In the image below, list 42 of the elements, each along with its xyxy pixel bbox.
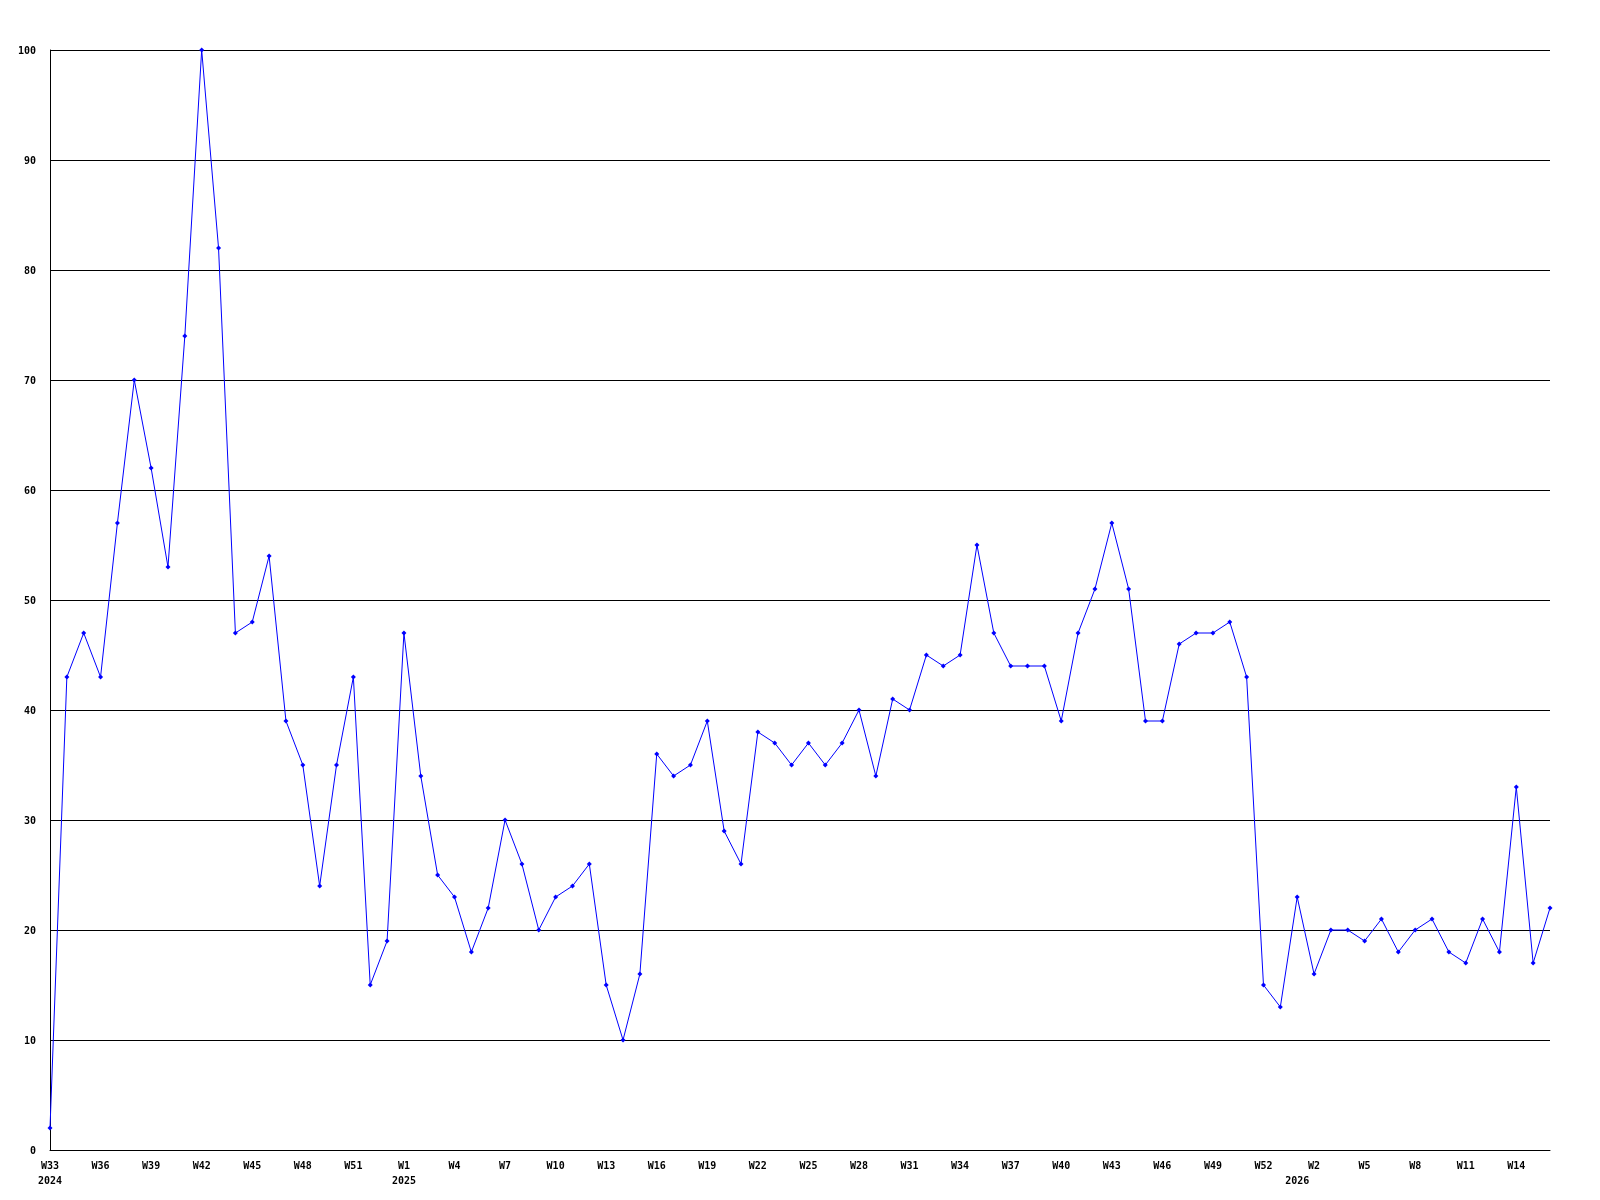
x-tick-label: W46: [1153, 1160, 1172, 1171]
x-tick-label: W7: [499, 1160, 512, 1171]
x-tick-label: W48: [293, 1160, 312, 1171]
x-tick-label: W22: [748, 1160, 767, 1171]
y-tick-label: 0: [29, 1144, 36, 1156]
x-tick-label: W33 2024: [37, 1160, 63, 1186]
x-tick-label: W5: [1358, 1160, 1371, 1171]
y-tick-label: 50: [23, 594, 36, 606]
y-tick-label: 40: [23, 704, 36, 716]
x-tick-label: W10: [546, 1160, 565, 1171]
y-tick-label: 10: [23, 1034, 36, 1046]
x-tick-label: W16: [647, 1160, 666, 1171]
y-tick-label: 60: [23, 484, 36, 496]
y-tick-label: 100: [17, 44, 36, 56]
x-tick-label: W51: [344, 1160, 363, 1171]
x-tick-label: W14: [1507, 1160, 1526, 1171]
x-tick-label: W52: [1254, 1160, 1273, 1171]
x-tick-label: 2026: [1285, 1175, 1310, 1186]
y-tick-label: 70: [23, 374, 36, 386]
x-tick-label: W36: [91, 1160, 110, 1171]
x-tick-label: W42: [192, 1160, 211, 1171]
x-tick-label: W37: [1001, 1160, 1020, 1171]
x-tick-label: W13: [597, 1160, 616, 1171]
x-tick-label: W49: [1203, 1160, 1222, 1171]
y-tick-label: 30: [23, 814, 36, 826]
x-tick-label: W4: [448, 1160, 461, 1171]
y-tick-label: 20: [23, 924, 36, 936]
x-tick-label: W34: [951, 1160, 970, 1171]
x-tick-label: W40: [1052, 1160, 1071, 1171]
x-tick-label: W2: [1308, 1160, 1321, 1171]
x-tick-label: W45: [243, 1160, 262, 1171]
x-tick-label: W39: [142, 1160, 161, 1171]
y-tick-label: 90: [23, 154, 36, 166]
x-tick-label: W1 2025: [391, 1160, 416, 1186]
y-tick-label: 80: [23, 264, 36, 276]
x-tick-label: W43: [1102, 1160, 1121, 1171]
x-tick-label: W11: [1456, 1160, 1475, 1171]
x-tick-label: W31: [900, 1160, 919, 1171]
x-tick-label: W8: [1409, 1160, 1422, 1171]
x-tick-label: W19: [698, 1160, 717, 1171]
x-tick-label: W28: [849, 1160, 869, 1171]
x-tick-label: W25: [799, 1160, 818, 1171]
